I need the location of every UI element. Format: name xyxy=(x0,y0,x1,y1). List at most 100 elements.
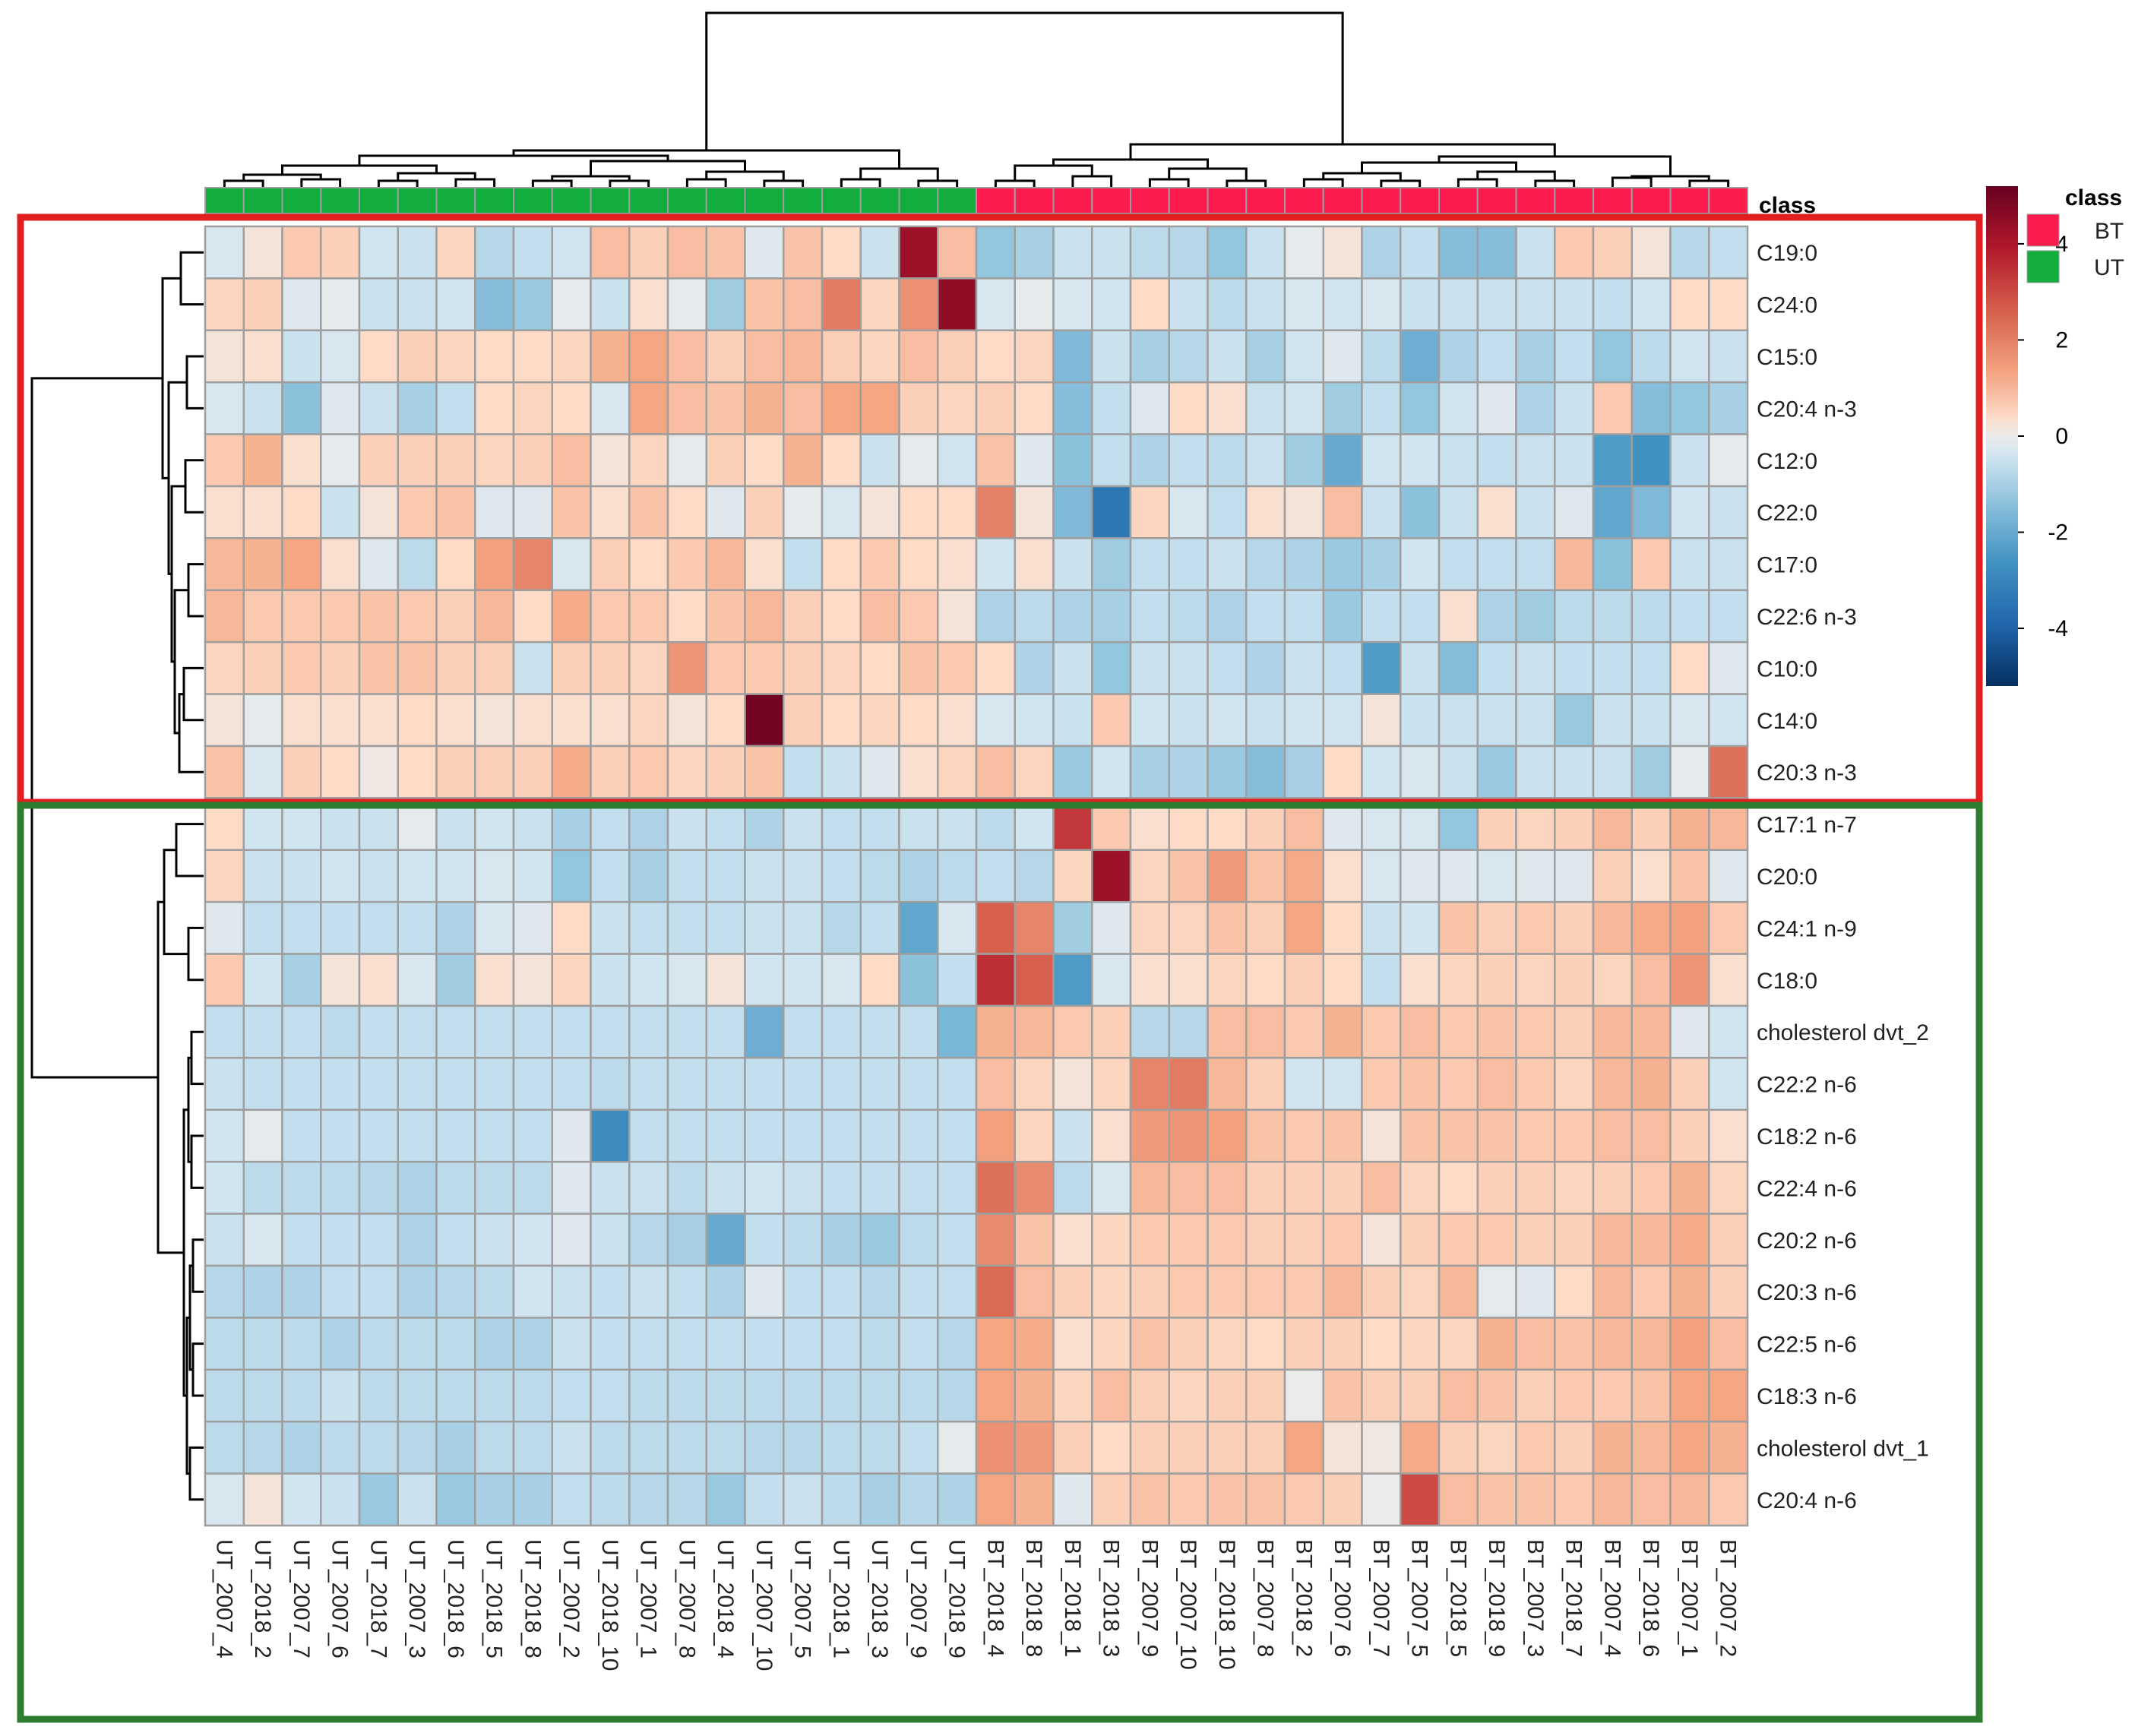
heatmap-cell xyxy=(1476,693,1517,748)
heatmap-cell xyxy=(1052,381,1093,435)
heatmap-cell xyxy=(821,433,862,488)
heatmap-cell xyxy=(1400,381,1441,435)
column-label: BT_2018_5 xyxy=(1445,1539,1470,1657)
heatmap-cell xyxy=(1322,640,1363,695)
heatmap-cell xyxy=(1283,537,1324,592)
heatmap-cell xyxy=(1091,1420,1132,1475)
heatmap-cell xyxy=(1708,849,1749,903)
heatmap-cell xyxy=(1554,1317,1595,1371)
heatmap-cell xyxy=(1322,1160,1363,1215)
column-label: BT_2007_8 xyxy=(1253,1539,1278,1657)
heatmap-cell xyxy=(1400,1160,1441,1215)
heatmap-cell xyxy=(551,849,592,903)
class-cell xyxy=(474,187,514,214)
heatmap-cell xyxy=(1631,329,1672,384)
column-label: BT_2007_10 xyxy=(1175,1539,1200,1670)
heatmap-cell xyxy=(1400,277,1441,332)
heatmap-cell xyxy=(435,1264,476,1319)
heatmap-cell xyxy=(1631,693,1672,748)
heatmap-cell xyxy=(821,953,862,1007)
row-labels: C19:0 C24:0 C15:0 C20:4 n-3 C12:0 C22:0 C17:0 C… xyxy=(1757,241,1929,1513)
heatmap-cell xyxy=(1014,1213,1055,1267)
heatmap-cell xyxy=(1438,640,1479,695)
heatmap-cell xyxy=(628,1368,669,1423)
heatmap-cell xyxy=(1592,1317,1633,1371)
heatmap-cell xyxy=(1592,849,1633,903)
heatmap-cell xyxy=(435,485,476,539)
column-label: UT_2007_10 xyxy=(751,1539,777,1671)
heatmap-cell xyxy=(204,485,245,539)
heatmap-cell xyxy=(859,1317,900,1371)
heatmap-cell xyxy=(1168,1472,1209,1527)
heatmap-cell xyxy=(1129,849,1170,903)
column-label: UT_2018_9 xyxy=(944,1539,969,1659)
heatmap-cell xyxy=(1438,745,1479,799)
heatmap-cell xyxy=(1476,1368,1517,1423)
heatmap-cell xyxy=(937,849,978,903)
heatmap-cell xyxy=(551,1264,592,1319)
heatmap-cell xyxy=(1014,745,1055,799)
heatmap-cell xyxy=(1400,1472,1441,1527)
row-label: C10:0 xyxy=(1757,656,1817,681)
heatmap-cell xyxy=(628,900,669,955)
heatmap-cell xyxy=(281,1472,322,1527)
heatmap-cell xyxy=(1052,640,1093,695)
heatmap-cell xyxy=(1438,225,1479,280)
heatmap-cell xyxy=(859,900,900,955)
color-scale-bar xyxy=(1986,186,2018,686)
heatmap-cell xyxy=(937,329,978,384)
heatmap-cell xyxy=(937,1264,978,1319)
heatmap-cell xyxy=(281,1213,322,1267)
heatmap-cell xyxy=(859,953,900,1007)
heatmap-cell xyxy=(859,1472,900,1527)
class-cell xyxy=(1438,187,1479,214)
heatmap-cell xyxy=(1476,1057,1517,1111)
row-label: cholesterol dvt_2 xyxy=(1757,1020,1929,1045)
heatmap-cell xyxy=(1091,1160,1132,1215)
heatmap-cell xyxy=(1168,381,1209,435)
heatmap-cell xyxy=(1168,1057,1209,1111)
heatmap-cell xyxy=(590,433,631,488)
heatmap-cell xyxy=(744,900,785,955)
heatmap-cell xyxy=(204,537,245,592)
heatmap-cell xyxy=(551,1368,592,1423)
heatmap-cell xyxy=(975,589,1016,643)
heatmap-cell xyxy=(1669,1472,1710,1527)
heatmap-cell xyxy=(1207,1264,1248,1319)
class-cell xyxy=(1515,187,1556,214)
heatmap-cell xyxy=(975,1108,1016,1163)
heatmap-cell xyxy=(590,537,631,592)
heatmap-cell xyxy=(435,745,476,799)
heatmap-cell xyxy=(204,1317,245,1371)
heatmap-cell xyxy=(1631,1472,1672,1527)
heatmap-cell xyxy=(1168,225,1209,280)
heatmap-cell xyxy=(1592,589,1633,643)
heatmap-cell xyxy=(281,1368,322,1423)
heatmap-cell xyxy=(551,1160,592,1215)
heatmap-cell xyxy=(1129,537,1170,592)
heatmap-cell xyxy=(474,693,515,748)
column-label: BT_2018_4 xyxy=(982,1539,1007,1657)
heatmap-cell xyxy=(744,693,785,748)
heatmap-cell xyxy=(666,1472,707,1527)
heatmap-cell xyxy=(1669,381,1710,435)
heatmap-cell xyxy=(744,1057,785,1111)
heatmap-cell xyxy=(204,1368,245,1423)
heatmap-cell xyxy=(1207,693,1248,748)
heatmap-cell xyxy=(1631,1368,1672,1423)
heatmap-cell xyxy=(1708,1368,1749,1423)
heatmap-cell xyxy=(1592,329,1633,384)
heatmap-cell xyxy=(1322,1420,1363,1475)
heatmap-cell xyxy=(1283,900,1324,955)
heatmap-cell xyxy=(1554,953,1595,1007)
heatmap-cell xyxy=(898,693,939,748)
heatmap-cell xyxy=(204,900,245,955)
row-label: C20:4 n-6 xyxy=(1757,1488,1857,1513)
heatmap-cell xyxy=(512,225,553,280)
heatmap-cell xyxy=(1322,1317,1363,1371)
row-dendrogram xyxy=(30,251,204,1501)
heatmap-cell xyxy=(435,1160,476,1215)
heatmap-cell xyxy=(551,589,592,643)
heatmap-cell xyxy=(898,1420,939,1475)
